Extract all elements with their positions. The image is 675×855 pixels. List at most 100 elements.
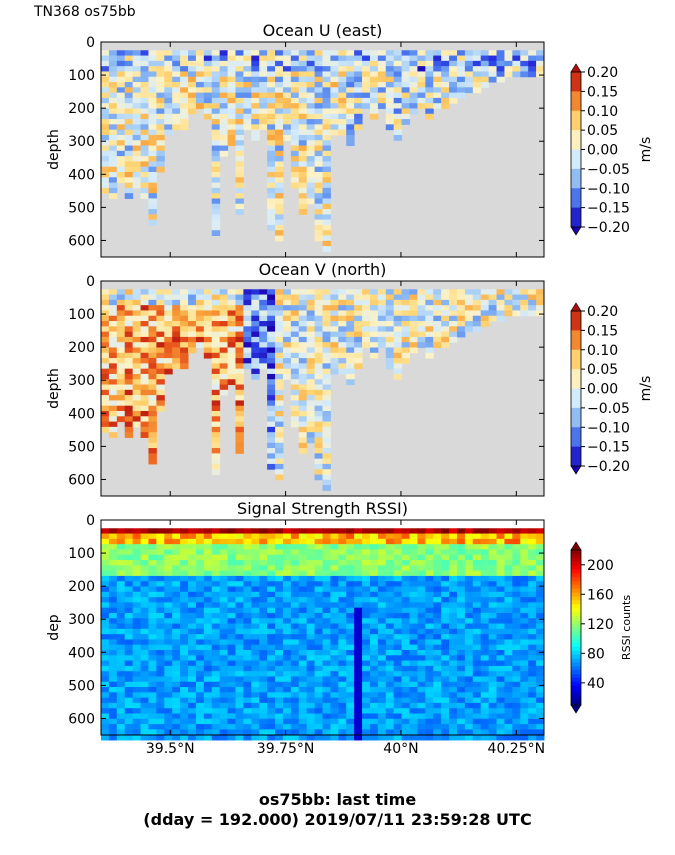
heatmap-cell xyxy=(385,113,395,120)
heatmap-cell xyxy=(401,119,411,125)
heatmap-cell xyxy=(188,528,197,535)
heatmap-cell xyxy=(251,108,260,115)
heatmap-cell xyxy=(322,442,331,449)
heatmap-cell xyxy=(314,565,323,572)
heatmap-cell xyxy=(211,336,221,343)
heatmap-cell xyxy=(172,586,181,593)
heatmap-cell xyxy=(338,724,347,730)
heatmap-cell xyxy=(282,554,292,561)
heatmap-cell xyxy=(101,597,110,603)
colorbar-segment xyxy=(571,631,581,636)
heatmap-cell xyxy=(124,347,134,354)
heatmap-cell xyxy=(219,134,229,141)
heatmap-cell xyxy=(140,150,149,157)
heatmap-cell xyxy=(140,618,149,625)
heatmap-cell xyxy=(156,538,165,545)
heatmap-cell xyxy=(393,336,403,343)
heatmap-cell xyxy=(362,634,371,640)
colorbar-tick-label: −0.20 xyxy=(587,220,630,236)
heatmap-cell xyxy=(322,203,331,210)
heatmap-cell xyxy=(322,644,331,651)
heatmap-cell xyxy=(116,655,126,662)
heatmap-cell xyxy=(536,607,545,614)
heatmap-cell xyxy=(148,389,157,396)
heatmap-cell xyxy=(298,71,308,78)
heatmap-cell xyxy=(496,50,505,57)
heatmap-cell xyxy=(369,602,379,609)
heatmap-cell xyxy=(211,437,221,444)
heatmap-cell xyxy=(172,565,181,572)
heatmap-cell xyxy=(195,597,205,603)
heatmap-cell xyxy=(101,644,110,651)
heatmap-cell xyxy=(385,671,395,677)
heatmap-cell xyxy=(496,718,505,725)
heatmap-cell xyxy=(338,602,347,609)
heatmap-cell xyxy=(251,644,260,651)
heatmap-cell xyxy=(441,554,450,561)
heatmap-cell xyxy=(401,305,411,311)
heatmap-cell xyxy=(322,246,331,252)
heatmap-cell xyxy=(195,326,205,333)
heatmap-cell xyxy=(330,591,339,598)
heatmap-cell xyxy=(124,373,134,380)
heatmap-cell xyxy=(377,538,387,545)
heatmap-cell xyxy=(243,634,252,640)
heatmap-cell xyxy=(227,597,236,603)
heatmap-cell xyxy=(385,734,395,741)
colorbar-tick-label: 120 xyxy=(587,617,614,633)
heatmap-cell xyxy=(441,639,450,646)
heatmap-cell xyxy=(362,299,371,306)
heatmap-cell xyxy=(338,671,347,677)
heatmap-cell xyxy=(504,649,513,656)
heatmap-cell xyxy=(369,692,379,699)
heatmap-cell xyxy=(536,310,545,317)
heatmap-cell xyxy=(377,597,387,603)
heatmap-cell xyxy=(338,597,347,603)
heatmap-cell xyxy=(322,310,331,317)
heatmap-cell xyxy=(480,665,490,672)
heatmap-cell xyxy=(243,681,252,688)
heatmap-cell xyxy=(354,660,363,667)
heatmap-cell xyxy=(227,82,236,88)
heatmap-cell xyxy=(211,384,221,391)
heatmap-cell xyxy=(362,321,371,327)
heatmap-cell xyxy=(101,713,110,720)
heatmap-cell xyxy=(101,363,110,370)
heatmap-cell xyxy=(275,671,284,677)
colorbar-tick-label: −0.10 xyxy=(587,420,630,436)
heatmap-cell xyxy=(211,644,221,651)
heatmap-cell xyxy=(275,463,284,470)
heatmap-cell xyxy=(528,581,537,587)
heatmap-cell xyxy=(536,708,545,714)
heatmap-cell xyxy=(362,597,371,603)
heatmap-cell xyxy=(219,702,229,709)
heatmap-cell xyxy=(433,92,442,99)
heatmap-cell xyxy=(259,108,268,115)
heatmap-cell xyxy=(417,607,426,614)
heatmap-cell xyxy=(330,299,339,306)
heatmap-cell xyxy=(148,724,157,730)
heatmap-cell xyxy=(512,618,521,625)
heatmap-cell xyxy=(124,140,134,147)
heatmap-cell xyxy=(369,676,379,683)
heatmap-cell xyxy=(235,134,244,141)
heatmap-cell xyxy=(219,676,229,683)
heatmap-cell xyxy=(140,347,149,354)
heatmap-cell xyxy=(425,681,434,688)
heatmap-cell xyxy=(203,697,213,704)
heatmap-cell xyxy=(433,612,442,619)
heatmap-cell xyxy=(354,718,363,725)
heatmap-cell xyxy=(282,544,292,550)
heatmap-cell xyxy=(528,660,537,667)
heatmap-cell xyxy=(148,607,157,614)
heatmap-cell xyxy=(132,734,142,741)
heatmap-cell xyxy=(520,602,529,609)
heatmap-cell xyxy=(227,665,236,672)
heatmap-cell xyxy=(409,299,418,306)
heatmap-cell xyxy=(219,565,229,572)
heatmap-cell xyxy=(116,55,126,62)
heatmap-cell xyxy=(243,602,252,609)
heatmap-cell xyxy=(338,294,347,301)
heatmap-cell xyxy=(314,145,323,152)
heatmap-cell xyxy=(203,310,213,317)
